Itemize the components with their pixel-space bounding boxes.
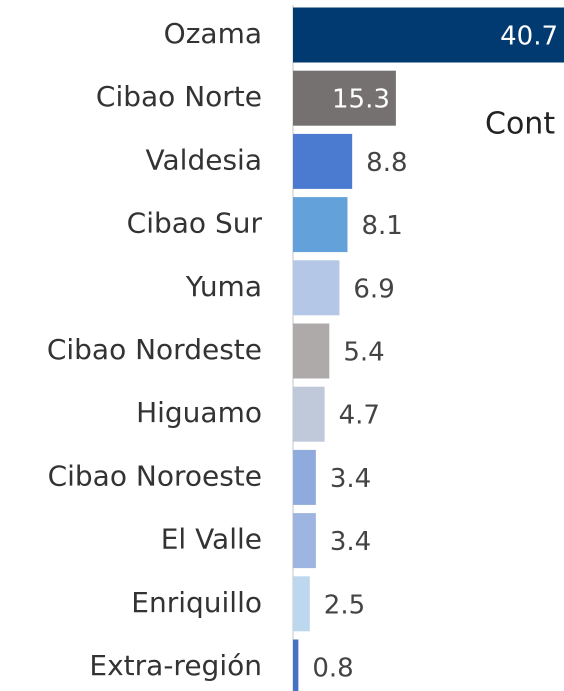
bar [293,197,348,253]
value-label: 6.9 [353,274,394,304]
category-label: Enriquillo [131,586,262,619]
bar [293,386,325,442]
category-label: Cibao Norte [96,80,262,113]
bar [293,513,316,569]
bar [293,260,340,316]
value-label: 0.8 [312,654,353,684]
value-label: 5.4 [343,338,384,368]
bar [293,576,310,632]
value-label: 15.3 [332,85,390,115]
value-label: 2.5 [324,590,365,620]
value-label: 4.7 [339,401,380,431]
value-label: 3.4 [330,527,371,557]
category-label: El Valle [161,523,262,556]
value-label: 40.7 [500,22,558,52]
category-label: Cibao Nordeste [47,333,262,366]
bar [293,323,330,379]
bar [293,639,299,691]
category-label: Higuamo [136,396,262,429]
bar [293,449,316,505]
category-label: Ozama [164,17,262,50]
value-label: 8.8 [366,148,407,178]
bar [293,133,353,189]
category-label: Cibao Noroeste [48,459,262,492]
value-label: 3.4 [330,464,371,494]
value-label: 8.1 [361,211,402,241]
cropped-title: Cont [485,107,555,142]
bar [293,7,564,63]
bar [293,70,396,126]
category-label: Extra-región [89,649,262,682]
category-label: Valdesia [146,143,262,176]
category-label: Cibao Sur [127,207,263,240]
category-label: Yuma [185,270,262,303]
